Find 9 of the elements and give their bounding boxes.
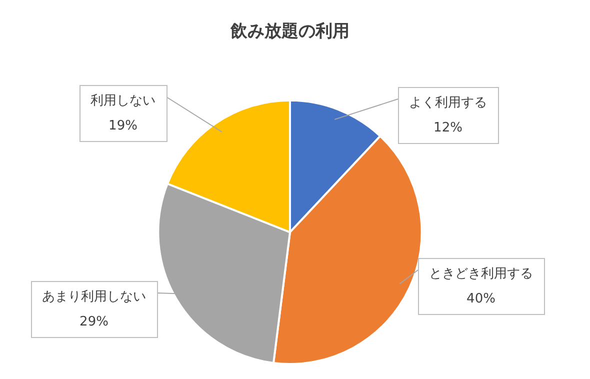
data-label: 12%: [434, 120, 462, 136]
slice-label: 利用しない: [90, 93, 156, 108]
data-label: 40%: [466, 291, 496, 306]
data-label: 19%: [108, 118, 138, 134]
slice-label: よく利用する: [409, 95, 487, 110]
chart-title: 飲み放題の利用: [230, 22, 350, 42]
slice-label: あまり利用しない: [42, 289, 146, 304]
slice-label: ときどき利用する: [429, 266, 533, 282]
data-label: 29%: [80, 314, 108, 330]
